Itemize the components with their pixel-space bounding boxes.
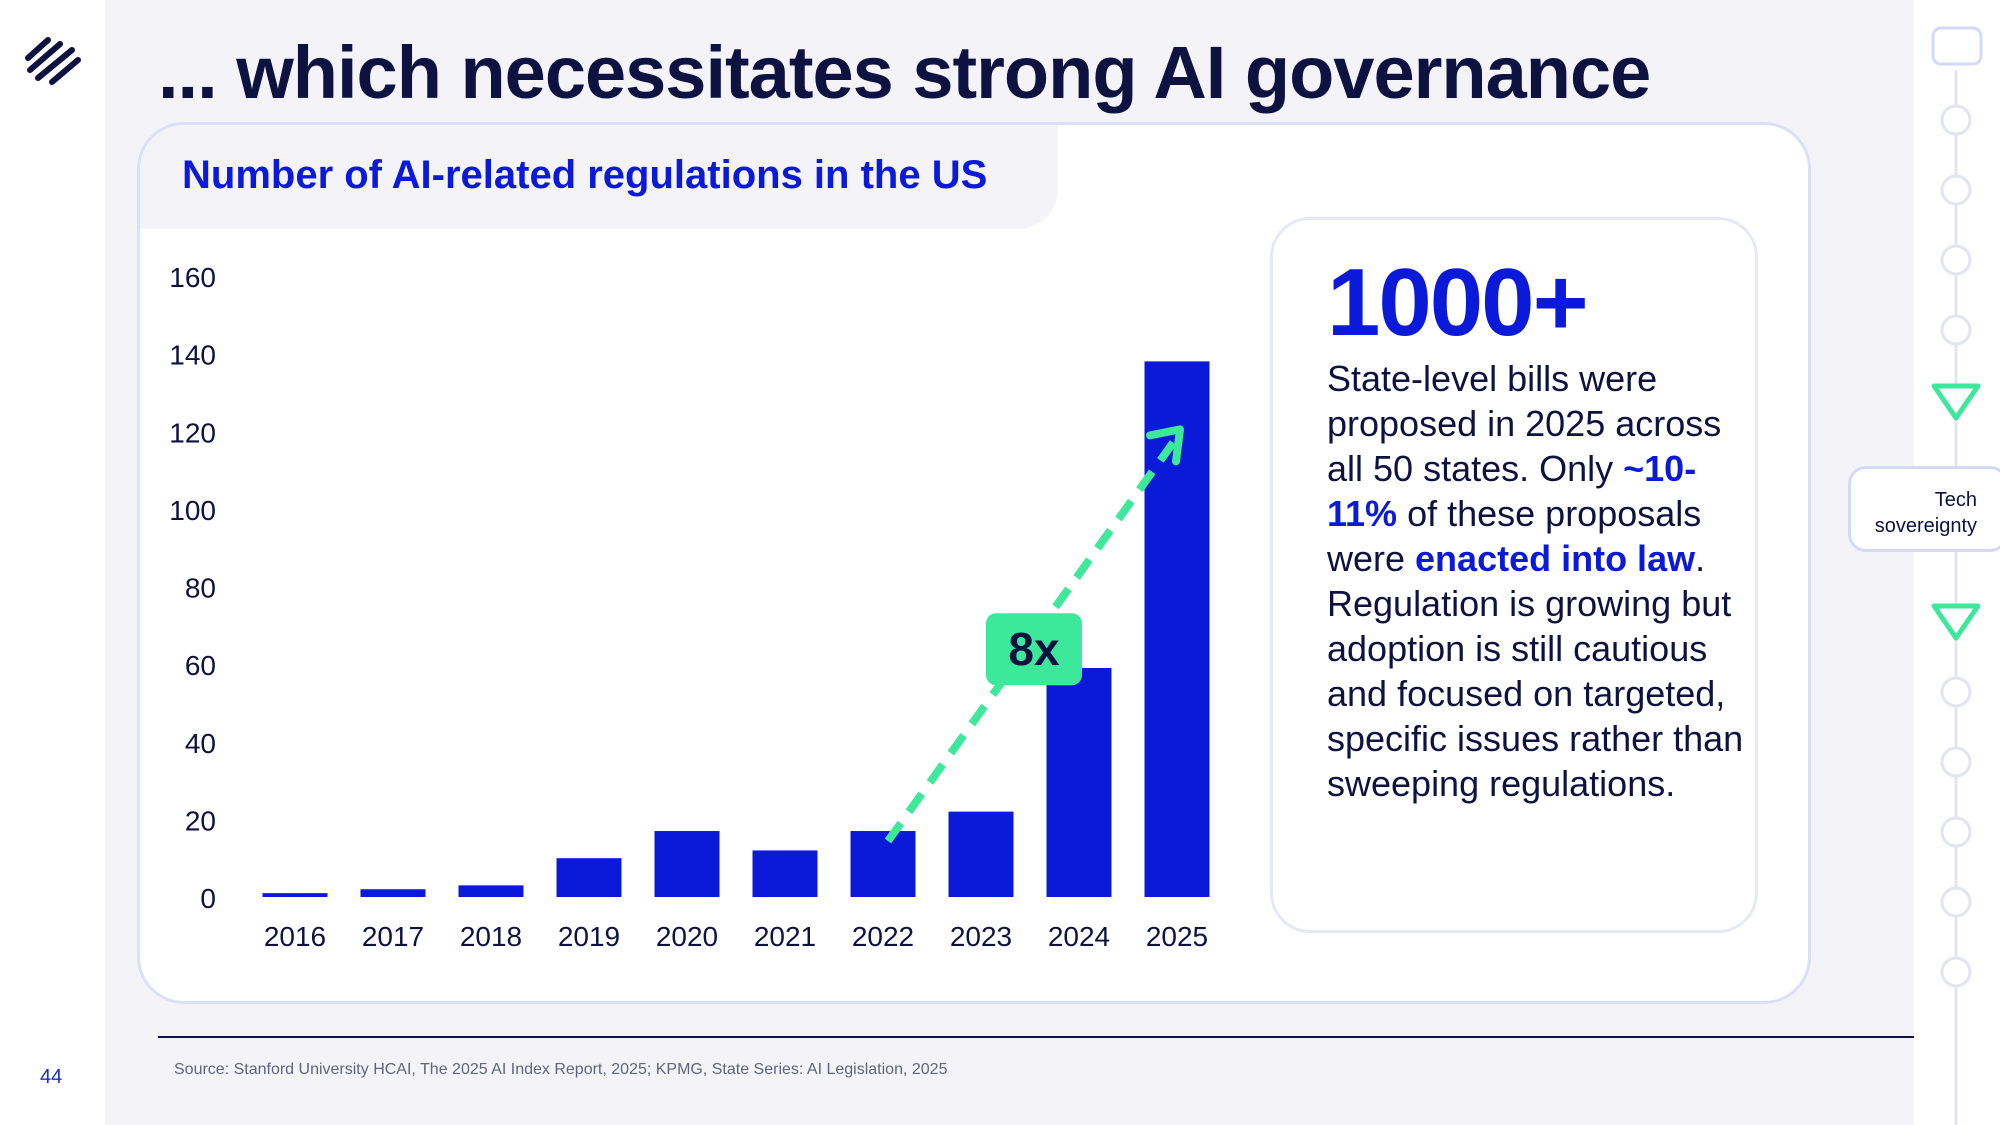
- footer-divider: [158, 1036, 1914, 1038]
- source-note: Source: Stanford University HCAI, The 20…: [174, 1061, 948, 1078]
- y-tick-label: 60: [185, 650, 216, 681]
- bar-chart: 0 20 40 60 80 100 120 140 160 2016 2017 2018 2019 202…: [169, 262, 1210, 952]
- chart-card: Number of AI-related regulations in the …: [140, 125, 1808, 1001]
- x-tick-label: 2021: [754, 921, 816, 952]
- x-tick-label: 2025: [1146, 921, 1208, 952]
- growth-arrow-head: [1146, 425, 1184, 466]
- x-tick-label: 2020: [656, 921, 718, 952]
- x-tick-label: 2019: [558, 921, 620, 952]
- bar-2022: [850, 831, 916, 897]
- x-tick-label: 2024: [1048, 921, 1110, 952]
- bar-2019: [556, 858, 622, 897]
- triangle-down-icon: [1931, 603, 1981, 641]
- stat-text-part-2: of these proposals were: [1327, 493, 1702, 579]
- y-tick-label: 100: [169, 495, 216, 526]
- triangle-down-icon: [1931, 383, 1981, 421]
- slide-title: ... which necessitates strong AI governa…: [158, 31, 1651, 114]
- y-tick-label: 20: [185, 805, 216, 836]
- page-number: 44: [40, 1066, 63, 1088]
- bar-2023: [948, 811, 1014, 897]
- stat-text-part-3: . Regulation is growing but adoption is …: [1327, 538, 1744, 804]
- section-label[interactable]: Tech sovereignty: [1848, 466, 2000, 552]
- stat-description: State-level bills were proposed in 2025 …: [1327, 356, 1747, 806]
- stat-highlight-enacted: enacted into law: [1415, 538, 1696, 579]
- bar-2021: [752, 850, 818, 897]
- stat-box: 1000+ State-level bills were proposed in…: [1270, 217, 1758, 933]
- x-tick-label: 2023: [950, 921, 1012, 952]
- y-tick-label: 140: [169, 340, 216, 371]
- circle-node-icon: [1940, 104, 1972, 136]
- y-tick-label: 120: [169, 417, 216, 448]
- square-node-icon: [1931, 26, 1983, 66]
- chart-title: Number of AI-related regulations in the …: [182, 153, 988, 197]
- growth-badge-label: 8x: [1008, 623, 1060, 675]
- circle-node-icon: [1940, 746, 1972, 778]
- bar-2020: [654, 831, 720, 897]
- progress-rail-graphic: [1931, 26, 1983, 1125]
- left-strip: 44: [0, 0, 105, 1125]
- growth-badge: [986, 613, 1082, 686]
- y-tick-label: 40: [185, 728, 216, 759]
- circle-node-icon: [1940, 244, 1972, 276]
- circle-node-icon: [1940, 816, 1972, 848]
- x-tick-label: 2016: [264, 921, 326, 952]
- stat-highlight-percentage: ~10-11%: [1327, 448, 1697, 534]
- x-tick-label: 2022: [852, 921, 914, 952]
- x-tick-label: 2017: [362, 921, 424, 952]
- bar-2018: [458, 885, 524, 897]
- circle-node-icon: [1940, 174, 1972, 206]
- y-tick-label: 0: [200, 883, 216, 914]
- bar-2024: [1046, 668, 1112, 897]
- y-tick-label: 80: [185, 573, 216, 604]
- bar-2016: [262, 893, 328, 897]
- chart-title-tab: Number of AI-related regulations in the …: [140, 125, 1058, 229]
- circle-node-icon: [1940, 956, 1972, 988]
- bar-2017: [360, 889, 426, 897]
- progress-rail: [1914, 0, 2000, 1125]
- x-tick-label: 2018: [460, 921, 522, 952]
- brand-logo-icon: [25, 37, 81, 85]
- circle-node-icon: [1940, 886, 1972, 918]
- circle-node-icon: [1940, 314, 1972, 346]
- stat-text-part-1: State-level bills were proposed in 2025 …: [1327, 358, 1722, 489]
- growth-arrow-line: [884, 439, 1178, 844]
- section-label-text: Tech sovereignty: [1874, 489, 1977, 537]
- y-tick-label: 160: [169, 262, 216, 293]
- circle-node-icon: [1940, 676, 1972, 708]
- stat-number: 1000+: [1327, 249, 1589, 356]
